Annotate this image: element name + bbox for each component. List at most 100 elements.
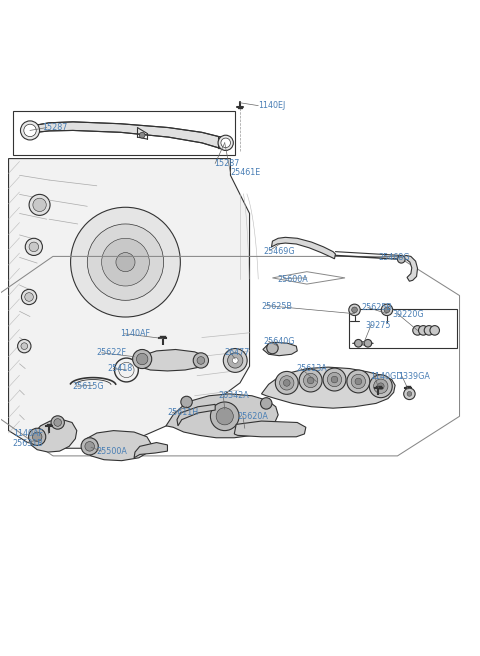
Text: 39220G: 39220G [393, 310, 424, 319]
Circle shape [280, 376, 294, 390]
Circle shape [228, 353, 243, 368]
Polygon shape [272, 237, 336, 259]
Text: 25631B: 25631B [12, 439, 43, 448]
Circle shape [197, 357, 204, 364]
Polygon shape [134, 443, 168, 458]
Polygon shape [234, 421, 306, 437]
Text: 25461E: 25461E [230, 169, 261, 177]
Text: 25613A: 25613A [296, 364, 327, 373]
Circle shape [299, 369, 322, 392]
Circle shape [25, 238, 42, 255]
Circle shape [397, 255, 405, 263]
Circle shape [407, 392, 412, 396]
Text: 25468G: 25468G [378, 253, 410, 262]
Circle shape [223, 348, 247, 373]
Circle shape [22, 289, 36, 304]
Text: 25600A: 25600A [277, 275, 308, 284]
Circle shape [29, 242, 38, 252]
Circle shape [347, 370, 370, 393]
Circle shape [327, 373, 342, 386]
Text: 15287: 15287 [214, 159, 239, 168]
Circle shape [29, 428, 46, 445]
Text: 25625B: 25625B [262, 302, 292, 311]
Circle shape [24, 124, 36, 136]
Polygon shape [82, 430, 152, 461]
Circle shape [71, 207, 180, 317]
Circle shape [85, 441, 95, 451]
Circle shape [33, 432, 42, 441]
Circle shape [139, 133, 145, 138]
Circle shape [349, 304, 360, 316]
Circle shape [54, 419, 61, 426]
Circle shape [181, 396, 192, 407]
Circle shape [373, 379, 388, 394]
Polygon shape [218, 137, 228, 148]
Circle shape [21, 343, 28, 350]
Text: 1140EJ: 1140EJ [258, 101, 286, 110]
Text: 26477: 26477 [225, 348, 250, 358]
Circle shape [232, 358, 238, 363]
Text: 25611H: 25611H [168, 409, 199, 417]
Circle shape [261, 398, 272, 409]
Circle shape [377, 383, 384, 390]
Polygon shape [262, 367, 395, 408]
Circle shape [116, 253, 135, 272]
Circle shape [25, 293, 34, 301]
Text: 25469G: 25469G [263, 247, 295, 256]
Text: 25620A: 25620A [238, 412, 268, 420]
Circle shape [193, 353, 208, 368]
Text: 25500A: 25500A [96, 447, 127, 456]
Circle shape [218, 135, 233, 150]
Circle shape [216, 407, 233, 425]
Polygon shape [31, 420, 77, 452]
Polygon shape [28, 122, 221, 148]
Circle shape [384, 307, 390, 313]
Circle shape [210, 402, 239, 430]
Circle shape [81, 438, 98, 455]
Text: 1140AF: 1140AF [120, 329, 150, 338]
Circle shape [351, 375, 365, 388]
Polygon shape [263, 342, 297, 356]
Circle shape [283, 380, 290, 386]
Text: 1140AF: 1140AF [13, 430, 43, 438]
Polygon shape [134, 350, 207, 371]
Circle shape [29, 194, 50, 215]
Polygon shape [401, 255, 418, 281]
Circle shape [369, 375, 392, 398]
Circle shape [102, 238, 149, 286]
Polygon shape [352, 341, 373, 345]
Text: 39275: 39275 [365, 321, 391, 330]
Text: 25625B: 25625B [362, 304, 393, 312]
Polygon shape [166, 394, 278, 438]
Circle shape [276, 371, 298, 394]
Circle shape [136, 354, 148, 365]
Circle shape [221, 138, 230, 148]
Circle shape [352, 307, 358, 313]
Text: 25615G: 25615G [72, 382, 104, 391]
Text: 15287: 15287 [42, 123, 67, 132]
Polygon shape [177, 404, 215, 426]
Circle shape [430, 325, 440, 335]
Text: 1140GD: 1140GD [370, 372, 402, 381]
Text: 26342A: 26342A [218, 391, 249, 400]
Text: 1339GA: 1339GA [398, 372, 430, 381]
Circle shape [33, 198, 46, 211]
Circle shape [355, 378, 362, 385]
Text: 25418: 25418 [108, 364, 132, 373]
Polygon shape [9, 159, 250, 448]
Circle shape [413, 325, 422, 335]
Circle shape [331, 376, 338, 383]
Circle shape [87, 224, 164, 300]
Text: 25640G: 25640G [263, 337, 294, 346]
Circle shape [267, 342, 278, 354]
Circle shape [303, 373, 318, 388]
Text: 25622F: 25622F [96, 348, 126, 358]
Circle shape [424, 325, 434, 335]
Circle shape [307, 377, 314, 384]
Circle shape [355, 339, 362, 347]
Circle shape [21, 121, 39, 140]
Circle shape [419, 325, 428, 335]
Circle shape [323, 368, 346, 391]
Circle shape [132, 350, 152, 369]
Circle shape [404, 388, 415, 400]
